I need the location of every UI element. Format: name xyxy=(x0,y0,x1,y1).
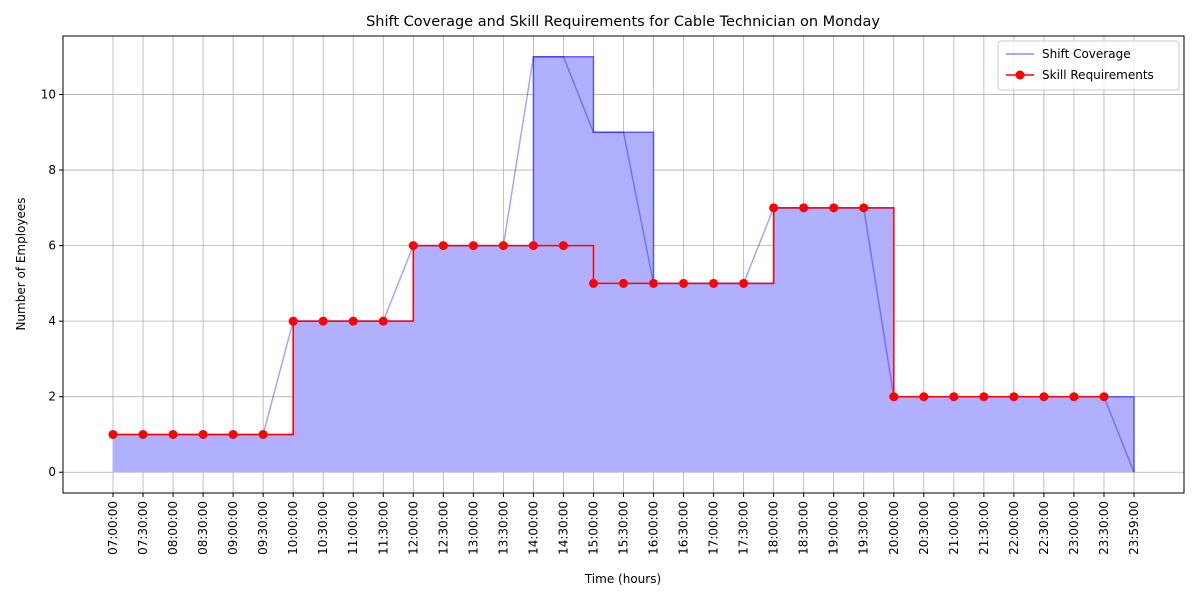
y-tick-label: 2 xyxy=(48,390,56,404)
x-tick-label: 21:30:00 xyxy=(977,501,991,555)
y-axis-label: Number of Employees xyxy=(14,197,28,330)
x-tick-label: 12:30:00 xyxy=(436,501,450,555)
requirement-marker xyxy=(288,316,298,326)
legend-label: Skill Requirements xyxy=(1042,68,1154,82)
x-tick-label: 18:30:00 xyxy=(797,501,811,555)
x-tick-label: 22:30:00 xyxy=(1037,501,1051,555)
requirement-marker xyxy=(949,392,959,402)
requirement-marker xyxy=(588,278,598,288)
requirement-marker xyxy=(619,278,628,288)
requirement-marker xyxy=(1099,392,1109,402)
x-tick-label: 07:30:00 xyxy=(136,501,150,555)
x-tick-label: 23:30:00 xyxy=(1097,501,1111,555)
requirement-marker xyxy=(769,203,779,213)
requirement-marker xyxy=(228,429,238,439)
requirement-marker xyxy=(859,203,869,213)
requirement-marker xyxy=(258,429,268,439)
x-tick-label: 23:59:00 xyxy=(1127,501,1141,555)
coverage-area xyxy=(113,56,1134,473)
x-tick-label: 08:30:00 xyxy=(196,501,210,555)
requirement-marker xyxy=(528,241,538,251)
y-tick-label: 0 xyxy=(48,465,56,479)
x-tick-label: 09:30:00 xyxy=(256,501,270,555)
x-tick-label: 20:00:00 xyxy=(887,501,901,555)
y-tick-label: 4 xyxy=(48,314,56,328)
requirement-marker xyxy=(979,392,989,402)
requirement-marker xyxy=(1009,392,1019,402)
chart-title: Shift Coverage and Skill Requirements fo… xyxy=(366,14,880,30)
requirement-marker xyxy=(889,392,899,402)
x-tick-label: 11:00:00 xyxy=(346,501,360,555)
legend-marker xyxy=(1015,70,1025,80)
requirement-marker xyxy=(468,241,478,251)
plot-area xyxy=(108,56,1135,473)
x-tick-label: 17:30:00 xyxy=(737,501,751,555)
x-tick-label: 12:00:00 xyxy=(406,501,420,555)
x-tick-label: 15:00:00 xyxy=(586,501,600,555)
requirement-marker xyxy=(198,429,208,439)
requirement-marker xyxy=(378,316,388,326)
requirement-marker xyxy=(108,429,118,439)
legend-box xyxy=(997,40,1180,91)
requirement-marker xyxy=(1039,392,1049,402)
x-axis-label: Time (hours) xyxy=(584,572,661,586)
x-tick-label: 11:30:00 xyxy=(376,501,390,555)
x-tick-label: 21:00:00 xyxy=(947,501,961,555)
requirement-marker xyxy=(558,241,568,251)
x-tick-label: 16:30:00 xyxy=(677,501,691,555)
requirement-marker xyxy=(1069,392,1079,402)
requirement-marker xyxy=(739,278,749,288)
x-tick-label: 08:00:00 xyxy=(166,501,180,555)
requirement-marker xyxy=(679,278,689,288)
requirement-marker xyxy=(649,278,659,288)
y-tick-label: 10 xyxy=(41,88,56,102)
requirement-marker xyxy=(919,392,929,402)
requirement-marker xyxy=(168,429,178,439)
x-tick-label: 13:30:00 xyxy=(496,501,510,555)
requirement-marker xyxy=(709,278,719,288)
y-tick-label: 8 xyxy=(48,163,56,177)
legend: Shift Coverage Skill Requirements xyxy=(997,40,1180,91)
requirement-marker xyxy=(829,203,839,213)
x-tick-label: 22:00:00 xyxy=(1007,501,1021,555)
x-tick-label: 18:00:00 xyxy=(767,501,781,555)
x-tick-label: 20:30:00 xyxy=(917,501,931,555)
x-tick-label: 09:00:00 xyxy=(226,501,240,555)
x-tick-label: 15:30:00 xyxy=(617,501,631,555)
requirement-marker xyxy=(799,203,809,213)
x-tick-label: 23:00:00 xyxy=(1067,501,1081,555)
x-tick-label: 07:00:00 xyxy=(106,501,120,555)
requirement-marker xyxy=(138,429,148,439)
x-tick-label: 16:00:00 xyxy=(647,501,661,555)
x-tick-label: 17:00:00 xyxy=(707,501,721,555)
requirement-marker xyxy=(348,316,358,326)
x-tick-label: 19:00:00 xyxy=(827,501,841,555)
requirement-marker xyxy=(498,241,508,251)
x-tick-label: 14:30:00 xyxy=(556,501,570,555)
y-tick-label: 6 xyxy=(48,239,56,253)
requirement-marker xyxy=(408,241,418,251)
x-tick-label: 14:00:00 xyxy=(526,501,540,555)
requirement-marker xyxy=(438,241,448,251)
x-tick-label: 10:30:00 xyxy=(316,501,330,555)
x-tick-label: 10:00:00 xyxy=(286,501,300,555)
x-tick-label: 19:30:00 xyxy=(857,501,871,555)
legend-label: Shift Coverage xyxy=(1042,47,1131,61)
x-tick-label: 13:00:00 xyxy=(466,501,480,555)
requirement-marker xyxy=(318,316,328,326)
